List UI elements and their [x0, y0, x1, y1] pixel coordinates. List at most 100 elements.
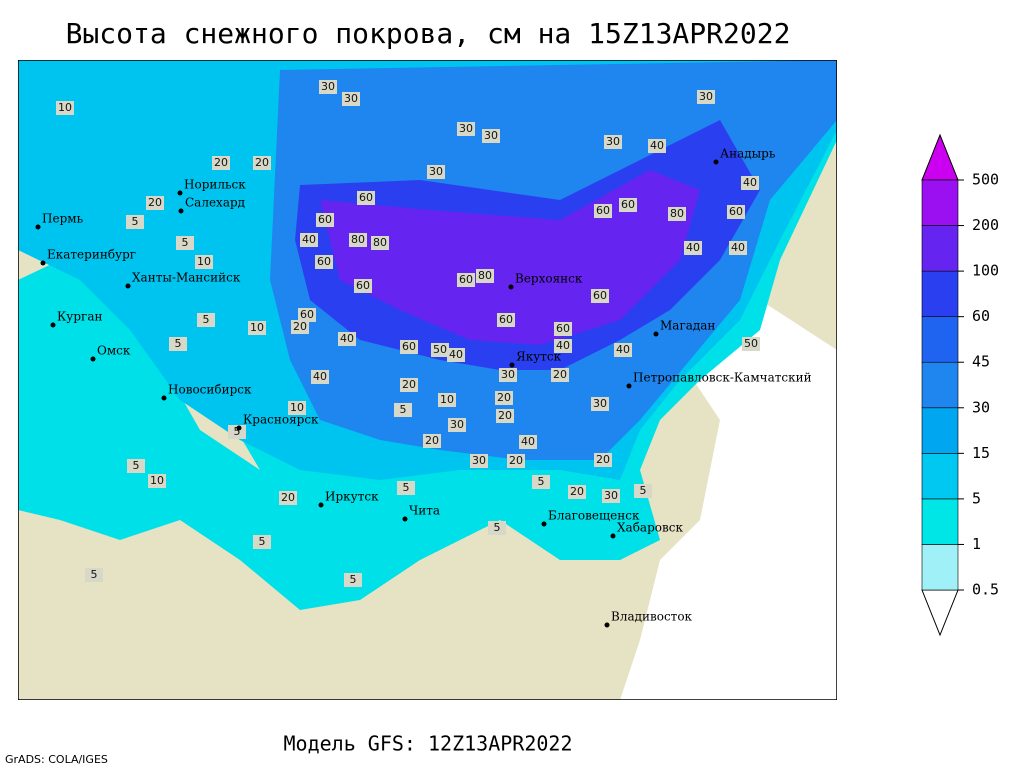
contour-label: 40 — [302, 233, 316, 246]
contour-label-bg — [554, 322, 572, 336]
contour-label-bg — [602, 489, 620, 503]
legend-swatch — [921, 544, 959, 591]
ocean — [600, 300, 837, 700]
legend-label: 15 — [972, 444, 990, 462]
city-label: Курган — [57, 310, 102, 324]
contour-label-bg — [298, 308, 316, 322]
contour-label-bg — [56, 101, 74, 115]
contour-label: 40 — [556, 339, 570, 352]
contour-label: 30 — [593, 397, 607, 410]
contour-label-bg — [148, 474, 166, 488]
contour-label-bg — [228, 425, 246, 439]
city-label: Благовещенск — [548, 509, 640, 523]
contour-label: 5 — [403, 481, 410, 494]
contour-label-bg — [594, 204, 612, 218]
contour-label-bg — [604, 135, 622, 149]
city-label: Пермь — [42, 212, 84, 226]
city-dot — [236, 425, 242, 431]
legend-label: 45 — [972, 353, 990, 371]
contour-label: 60 — [402, 340, 416, 353]
contour-label: 30 — [484, 129, 498, 142]
contour-label-bg — [648, 139, 666, 153]
contour-label: 60 — [499, 313, 513, 326]
legend-label: 500 — [972, 171, 999, 189]
contour-label-bg — [394, 403, 412, 417]
city-label: Анадырь — [720, 147, 776, 161]
legend-swatch — [921, 361, 959, 409]
contour-label: 5 — [132, 215, 139, 228]
contour-label: 50 — [433, 343, 447, 356]
contour-label-bg — [126, 215, 144, 229]
contour-label-bg — [253, 535, 271, 549]
city-dot — [40, 260, 46, 266]
city-label: Салехард — [185, 196, 245, 210]
contour-label-bg — [127, 459, 145, 473]
contour-label: 30 — [472, 454, 486, 467]
contour-label: 40 — [616, 343, 630, 356]
city-dot — [713, 159, 719, 165]
city-dot — [604, 622, 610, 628]
contour-label-bg — [594, 453, 612, 467]
contour-label: 5 — [538, 475, 545, 488]
contour-label-bg — [499, 368, 517, 382]
city-label: Якутск — [516, 350, 562, 364]
contour-label: 20 — [509, 454, 523, 467]
contour-label: 80 — [478, 269, 492, 282]
contour-label: 20 — [148, 196, 162, 209]
contour-label-bg — [357, 191, 375, 205]
contour-label-bg — [288, 401, 306, 415]
contour-label-bg — [212, 156, 230, 170]
contour-label: 10 — [150, 474, 164, 487]
contour-label-bg — [253, 156, 271, 170]
contour-label-bg — [634, 484, 652, 498]
contour-label-bg — [742, 337, 760, 351]
legend-label: 100 — [972, 262, 999, 280]
contour-label-bg — [554, 339, 572, 353]
contour-label-bg — [614, 343, 632, 357]
contour-label: 60 — [556, 322, 570, 335]
contour-label-bg — [400, 378, 418, 392]
contour-label: 20 — [425, 434, 439, 447]
contour-label-bg — [668, 207, 686, 221]
contour-label: 40 — [449, 348, 463, 361]
city-label: Иркутск — [325, 490, 379, 504]
contour-label: 30 — [606, 135, 620, 148]
contour-label-bg — [169, 337, 187, 351]
contour-label-bg — [316, 213, 334, 227]
contour-label: 40 — [743, 176, 757, 189]
contour-label-bg — [519, 435, 537, 449]
credit: GrADS: COLA/IGES — [5, 753, 108, 766]
legend-swatch — [921, 453, 959, 500]
contour-label-bg — [319, 80, 337, 94]
contour-label-bg — [568, 485, 586, 499]
contour-label-bg — [85, 568, 103, 582]
contour-label-bg — [507, 454, 525, 468]
contour-label-bg — [354, 279, 372, 293]
contour-label-bg — [619, 198, 637, 212]
contour-label-bg — [457, 273, 475, 287]
legend-label: 30 — [972, 398, 990, 416]
contour-label-bg — [315, 255, 333, 269]
contour-label-bg — [697, 90, 715, 104]
contour-label: 20 — [214, 156, 228, 169]
contour-label: 30 — [344, 92, 358, 105]
contour-label: 5 — [203, 313, 210, 326]
contour-label: 20 — [596, 453, 610, 466]
model-label: Модель GFS: 12Z13APR2022 — [284, 732, 573, 756]
contour-label-bg — [349, 233, 367, 247]
contour-label: 5 — [259, 535, 266, 548]
city-dot — [90, 356, 96, 362]
contour-label: 30 — [321, 80, 335, 93]
contour-label: 50 — [744, 337, 758, 350]
contour-label-bg — [497, 313, 515, 327]
contour-label: 60 — [729, 205, 743, 218]
legend-swatch — [921, 225, 959, 272]
city-dot — [125, 283, 131, 289]
contour-label-bg — [176, 236, 194, 250]
contour-label-bg — [300, 233, 318, 247]
contour-label: 10 — [440, 393, 454, 406]
contour-label: 20 — [281, 491, 295, 504]
